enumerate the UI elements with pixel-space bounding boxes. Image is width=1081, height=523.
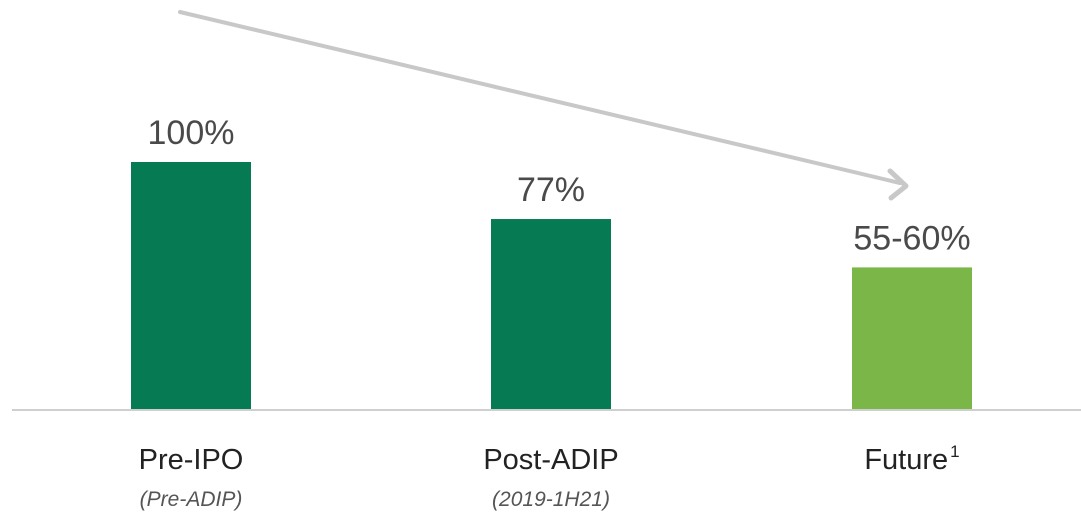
bar-1 [131,162,251,410]
value-label-2: 77% [517,171,585,209]
category-label-1: Pre-IPO [139,444,244,476]
trend-arrow-line [178,10,902,185]
bar-2 [491,219,611,410]
trend-arrow-head [887,168,909,201]
category-label-text: Pre-IPO [139,444,244,476]
value-label-1: 100% [148,114,235,152]
footnote-superscript: 1 [950,442,959,461]
category-label-2: Post-ADIP [483,444,618,476]
bar-3 [852,267,972,410]
category-label-text: Post-ADIP [483,444,618,476]
category-label-3: Future 1 [864,442,959,476]
value-label-3: 55-60% [853,219,970,257]
category-label-text: Future [864,444,948,476]
category-subtitle-1: (Pre-ADIP) [140,488,243,511]
category-subtitle-2: (2019-1H21) [492,488,610,511]
